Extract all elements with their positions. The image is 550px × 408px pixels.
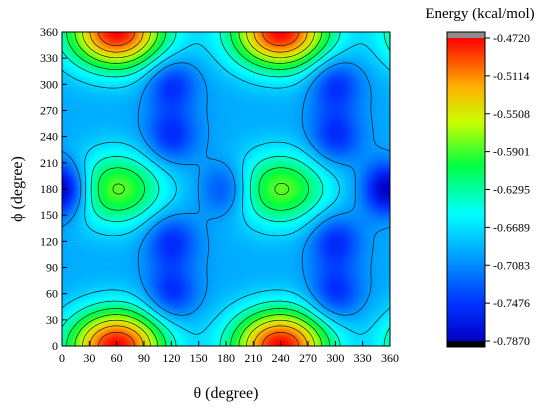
- colorbar-tick-label: -0.5901: [493, 145, 530, 159]
- contour-line: [82, 32, 315, 346]
- contour-line: [89, 32, 308, 346]
- y-tick-label: 360: [40, 25, 58, 39]
- x-tick-label: 180: [217, 351, 235, 365]
- y-tick-label: 330: [40, 51, 58, 65]
- x-tick-label: 270: [299, 351, 317, 365]
- colorbar-tick-label: -0.4720: [493, 31, 530, 45]
- colorbar-tick-label: -0.6689: [493, 220, 530, 234]
- y-tick-label: 0: [52, 339, 58, 353]
- energy-heatmap: [62, 32, 390, 346]
- colorbar: Energy (kcal/mol) -0.4720-0.5114-0.5508-…: [425, 6, 534, 348]
- y-tick-label: 300: [40, 77, 58, 91]
- colorbar-title: Energy (kcal/mol): [425, 6, 534, 22]
- y-axis-ticks: 0 30 60 90 120 150 180 210 240 270 300 330 360: [40, 25, 67, 353]
- y-tick-label: 210: [40, 156, 58, 170]
- x-tick-label: 150: [190, 351, 208, 365]
- x-axis-title: θ (degree): [194, 385, 259, 402]
- colorbar-gradient: [447, 38, 485, 341]
- x-tick-label: 90: [138, 351, 150, 365]
- contour-lines: [62, 32, 390, 346]
- colorbar-tick-label: -0.7083: [493, 258, 530, 272]
- y-tick-label: 180: [40, 182, 58, 196]
- colorbar-tick-label: -0.5508: [493, 107, 530, 121]
- y-tick-label: 90: [46, 261, 58, 275]
- colorbar-tick-label: -0.7476: [493, 296, 530, 310]
- contour-line: [74, 32, 323, 346]
- colorbar-tick-label: -0.5114: [493, 69, 530, 83]
- y-tick-label: 120: [40, 234, 58, 248]
- contour-line: [62, 62, 390, 316]
- colorbar-top-cap: [447, 32, 485, 38]
- contour-line: [62, 43, 390, 335]
- y-tick-label: 30: [46, 313, 58, 327]
- colorbar-bottom-cap: [447, 341, 485, 347]
- y-tick-label: 240: [40, 130, 58, 144]
- x-tick-label: 60: [111, 351, 123, 365]
- y-tick-label: 270: [40, 104, 58, 118]
- x-tick-label: 30: [83, 351, 95, 365]
- x-tick-label: 360: [381, 351, 399, 365]
- y-axis-title: ϕ (degree): [9, 156, 26, 222]
- contour-line: [62, 32, 390, 346]
- x-tick-label: 0: [59, 351, 65, 365]
- x-tick-label: 330: [354, 351, 372, 365]
- x-tick-label: 240: [272, 351, 290, 365]
- colorbar-tick-label: -0.6295: [493, 183, 530, 197]
- contour-line: [66, 32, 331, 346]
- x-tick-label: 210: [244, 351, 262, 365]
- colorbar-tick-label: -0.7870: [493, 334, 530, 348]
- x-tick-label: 120: [162, 351, 180, 365]
- x-tick-label: 300: [326, 351, 344, 365]
- y-tick-label: 150: [40, 208, 58, 222]
- contour-line: [98, 32, 300, 346]
- y-tick-label: 60: [46, 287, 58, 301]
- colorbar-ticks: -0.4720 -0.5114 -0.5508 -0.5901 -0.6295 -0.66…: [485, 31, 530, 348]
- plot-area: [61, 31, 391, 347]
- x-axis-ticks: 0 30 60 90 120 150 180 210 240 270 300 330 360: [59, 341, 399, 365]
